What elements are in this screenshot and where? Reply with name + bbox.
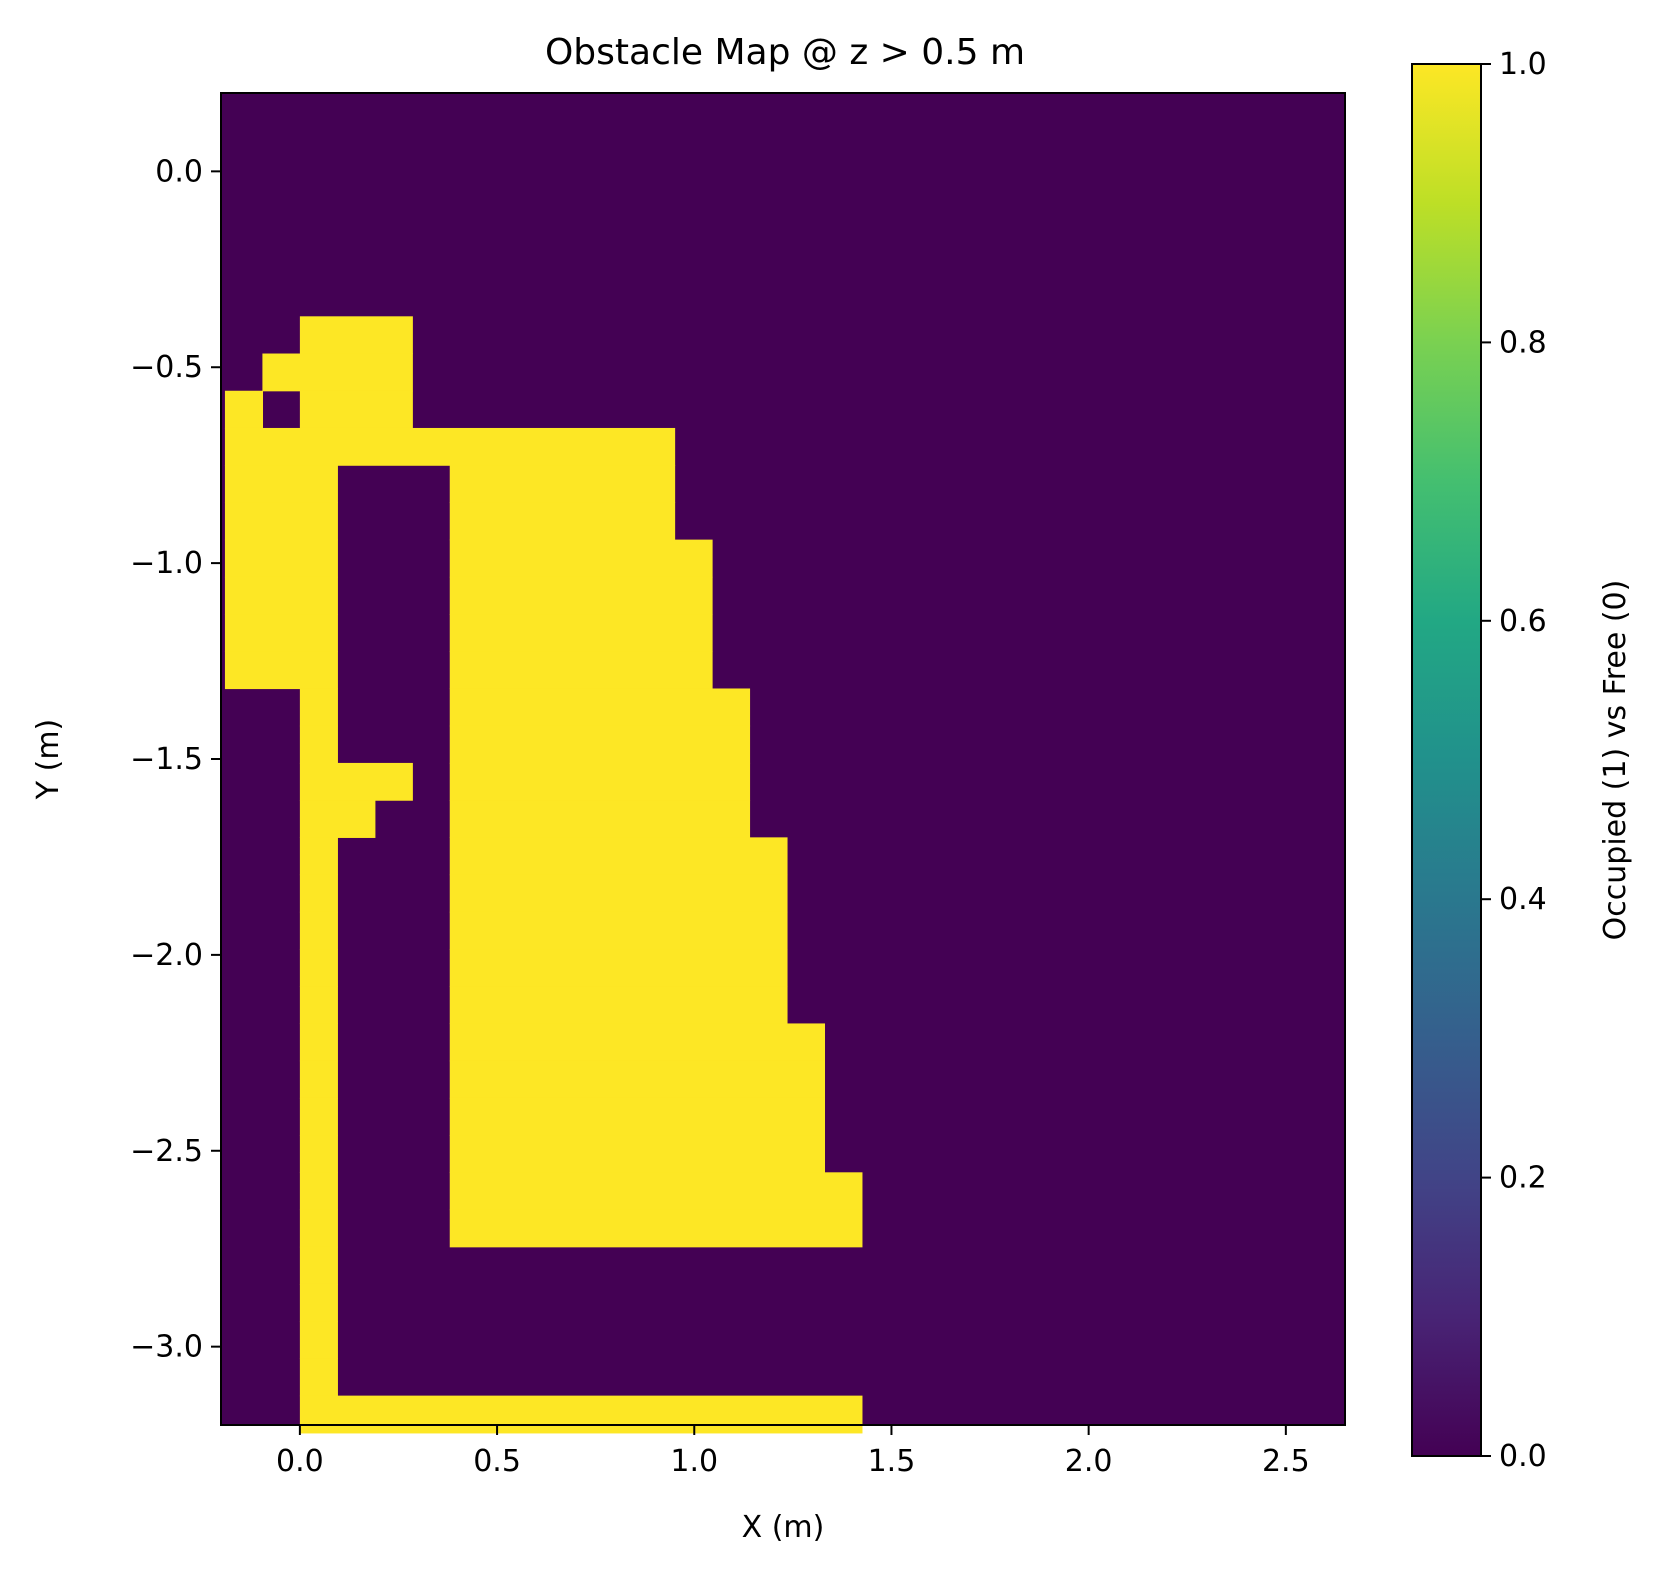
x-tick-label: 2.0 [1065,1444,1113,1479]
occupied-cell [299,1283,338,1322]
occupied-cell [299,1395,863,1434]
occupied-cell [299,1023,338,1062]
occupied-cell [224,651,338,690]
occupied-cell [224,465,338,503]
colorbar-tick-label: 0.8 [1499,325,1547,360]
occupied-cell [449,465,676,503]
occupied-cell [262,353,413,392]
occupied-cell [299,1060,338,1099]
occupied-cell [449,502,676,541]
plot-area [220,92,1346,1434]
y-tick-label: −1.5 [130,742,203,777]
occupied-cell [449,762,751,801]
occupied-cell [449,1135,826,1173]
occupied-cell [449,949,788,987]
occupied-cell [224,614,338,652]
y-tick-label: −2.5 [130,1134,203,1169]
occupied-cell [299,949,338,987]
occupied-cell [299,1321,338,1359]
occupied-cell [449,651,713,690]
occupied-cell [299,837,338,876]
occupied-cell [449,1209,863,1248]
chart-title: Obstacle Map @ z > 0.5 m [545,32,1025,73]
x-tick-label: 1.0 [670,1444,718,1479]
colorbar-tick-label: 0.0 [1499,1439,1547,1474]
occupied-cell [224,390,264,429]
occupied-cell [299,1209,338,1248]
occupied-cell [449,1023,826,1062]
occupied-cell [299,800,376,838]
x-tick-label: 0.5 [473,1444,521,1479]
x-tick-label: 1.5 [868,1444,916,1479]
occupied-cell [299,1135,338,1173]
colorbar-label: Occupied (1) vs Free (0) [1598,580,1633,941]
y-tick-label: −0.5 [130,350,203,385]
occupied-cell [449,725,751,764]
colorbar-tick-label: 0.4 [1499,882,1547,917]
occupied-cell [299,1246,338,1285]
y-tick-label: 0.0 [155,154,203,189]
x-tick-label: 2.5 [1262,1444,1310,1479]
occupied-cell [299,874,338,913]
colorbar: 0.0 0.2 0.4 0.6 0.8 1.0 Occupied (1) vs Free … [1411,47,1633,1474]
occupied-cell [449,1097,826,1136]
occupied-cell [449,911,788,950]
occupied-cell [299,1172,338,1211]
occupied-cell [299,725,338,764]
occupied-cell [224,576,338,615]
y-tick-label: −2.0 [130,938,203,973]
colorbar-ticks: 0.0 0.2 0.4 0.6 0.8 1.0 [1481,47,1547,1474]
occupied-cell [449,614,713,652]
occupied-cell [449,800,751,838]
colorbar-tick-label: 1.0 [1499,47,1547,82]
y-tick-label: −1.0 [130,546,203,581]
occupied-cell [299,1097,338,1136]
occupied-cell [299,390,413,429]
occupied-cell [449,539,713,578]
x-axis-ticks: 0.0 0.5 1.0 1.5 2.0 2.5 [276,1425,1310,1479]
occupied-cell [299,1358,338,1397]
occupied-cells-layer [224,316,863,1434]
occupied-cell [299,316,413,355]
occupied-cell [449,576,713,615]
occupied-cell [449,1060,826,1099]
occupied-cell [449,837,788,876]
colorbar-tick-label: 0.6 [1499,604,1547,639]
occupied-cell [449,986,788,1025]
y-tick-label: −3.0 [130,1330,203,1365]
occupied-cell [299,762,413,801]
occupied-cell [299,688,338,727]
occupied-cell [224,502,338,541]
x-axis-label: X (m) [742,1510,825,1545]
occupied-cell [299,911,338,950]
y-axis-ticks: 0.0 −0.5 −1.0 −1.5 −2.0 −2.5 −3.0 [130,154,221,1365]
occupied-cell [224,427,676,466]
colorbar-tick-label: 0.2 [1499,1161,1547,1196]
occupied-cell [449,1172,863,1211]
colorbar-gradient [1411,63,1482,1457]
occupied-cell [449,688,751,727]
x-tick-label: 0.0 [276,1444,324,1479]
occupied-cell [224,539,338,578]
occupied-cell [449,874,788,913]
occupied-cell [299,986,338,1025]
y-axis-label: Y (m) [31,719,66,801]
